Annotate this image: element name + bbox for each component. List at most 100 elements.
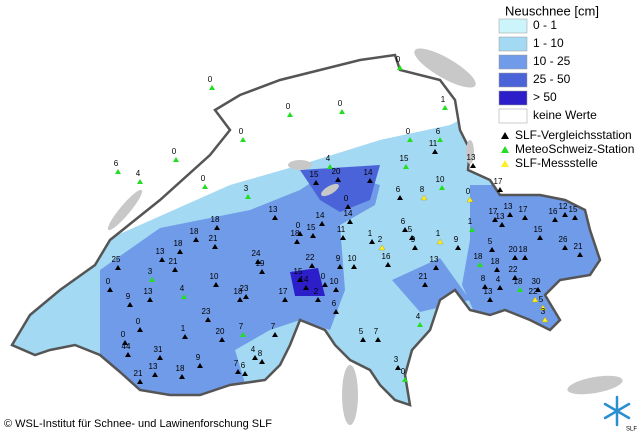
legend-title: Neuschnee [cm] xyxy=(505,3,599,18)
station-value: 3 xyxy=(394,355,399,364)
station-value: 22 xyxy=(306,253,315,262)
station-marker xyxy=(287,112,293,117)
station-value: 21 xyxy=(419,272,428,281)
station-marker xyxy=(420,194,428,201)
station-marker xyxy=(240,137,246,142)
legend-swatch xyxy=(498,54,528,70)
station-marker xyxy=(499,222,505,227)
station-marker xyxy=(577,252,583,257)
station-marker xyxy=(333,309,339,314)
station-marker xyxy=(193,237,199,242)
legend-marker xyxy=(501,160,509,167)
legend-label: > 50 xyxy=(533,90,557,104)
station-marker xyxy=(147,297,153,302)
station-value: 9 xyxy=(454,235,459,244)
station-marker xyxy=(402,377,408,382)
station-value: 10 xyxy=(348,254,357,263)
station-value: 18 xyxy=(234,287,243,296)
station-value: 21 xyxy=(209,234,218,243)
station-value: 5 xyxy=(539,295,544,304)
station-marker xyxy=(403,164,409,169)
station-value: 14 xyxy=(344,209,353,218)
station-marker xyxy=(214,225,220,230)
station-marker xyxy=(572,215,578,220)
legend-label: SLF-Vergleichsstation xyxy=(515,128,632,142)
station-value: 13 xyxy=(430,255,439,264)
station-marker xyxy=(303,285,309,290)
station-marker xyxy=(539,304,547,311)
station-value: 0 xyxy=(239,127,244,136)
station-marker xyxy=(433,265,439,270)
station-marker xyxy=(455,245,461,250)
station-value: 14 xyxy=(300,275,309,284)
station-value: 7 xyxy=(239,322,244,331)
legend-marker xyxy=(501,146,509,153)
station-value: 22 xyxy=(509,265,518,274)
station-marker xyxy=(127,302,133,307)
station-marker xyxy=(439,185,445,190)
station-value: 14 xyxy=(316,211,325,220)
copyright: © WSL-Institut für Schnee- und Lawinenfo… xyxy=(4,418,272,430)
station-value: 31 xyxy=(154,345,163,354)
station-marker xyxy=(482,284,488,289)
station-marker xyxy=(537,235,543,240)
station-value: 13 xyxy=(504,202,513,211)
legend-label: 25 - 50 xyxy=(533,72,571,86)
station-value: 0 xyxy=(172,147,177,156)
station-marker xyxy=(107,287,113,292)
station-value: 3 xyxy=(148,267,153,276)
station-marker xyxy=(337,264,343,269)
station-value: 21 xyxy=(574,242,583,251)
station-marker xyxy=(313,180,319,185)
station-marker xyxy=(243,294,249,299)
station-marker xyxy=(487,297,493,302)
station-value: 9 xyxy=(196,353,201,362)
station-marker xyxy=(212,244,218,249)
station-value: 12 xyxy=(559,202,568,211)
station-marker xyxy=(294,239,300,244)
station-value: 26 xyxy=(559,235,568,244)
station-value: 13 xyxy=(496,212,505,221)
station-value: 23 xyxy=(240,284,249,293)
station-value: 18 xyxy=(519,245,528,254)
station-value: 4 xyxy=(251,345,256,354)
station-marker xyxy=(149,277,155,282)
legend-label: 1 - 10 xyxy=(533,36,564,50)
station-marker xyxy=(436,238,444,245)
station-marker xyxy=(173,157,179,162)
station-value: 18 xyxy=(211,215,220,224)
station-value: 20 xyxy=(332,167,341,176)
station-value: 0 xyxy=(136,317,141,326)
station-marker xyxy=(375,337,381,342)
station-value: 0 xyxy=(338,99,343,108)
station-marker xyxy=(259,359,265,364)
station-value: 0 xyxy=(208,75,213,84)
station-value: 20 xyxy=(509,245,518,254)
station-value: 2 xyxy=(378,235,383,244)
station-value: 9 xyxy=(336,254,341,263)
station-marker xyxy=(494,267,500,272)
legend-label: 10 - 25 xyxy=(533,54,571,68)
station-marker xyxy=(202,184,208,189)
station-value: 20 xyxy=(216,327,225,336)
station-marker xyxy=(369,239,375,244)
station-marker xyxy=(137,179,143,184)
snow-region xyxy=(300,165,380,212)
station-value: 10 xyxy=(210,272,219,281)
station-value: 13 xyxy=(156,247,165,256)
station-value: 0 xyxy=(401,367,406,376)
station-marker xyxy=(115,265,121,270)
station-marker xyxy=(541,316,549,323)
station-marker xyxy=(315,297,321,302)
station-value: 13 xyxy=(144,287,153,296)
station-value: 30 xyxy=(532,277,541,286)
station-marker xyxy=(137,327,143,332)
station-marker xyxy=(497,285,503,290)
station-marker xyxy=(395,365,401,370)
station-marker xyxy=(347,219,353,224)
station-value: 4 xyxy=(136,169,141,178)
station-value: 5 xyxy=(359,327,364,336)
legend-label: keine Werte xyxy=(533,108,597,122)
station-value: 18 xyxy=(514,277,523,286)
station-marker xyxy=(477,262,483,267)
